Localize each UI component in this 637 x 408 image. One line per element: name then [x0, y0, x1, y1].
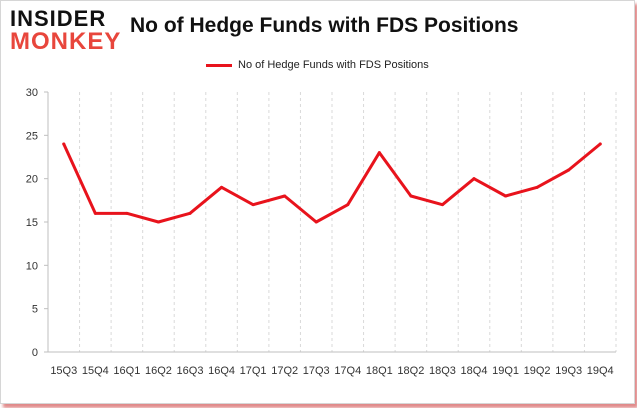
y-tick-label: 10 — [26, 260, 38, 272]
data-point — [409, 194, 413, 198]
data-point — [62, 142, 66, 146]
data-point — [156, 220, 160, 224]
x-tick-label: 17Q4 — [334, 365, 361, 377]
x-tick-label: 19Q1 — [492, 365, 519, 377]
data-point — [535, 185, 539, 189]
legend-swatch — [206, 63, 232, 67]
x-tick-label: 18Q2 — [397, 365, 424, 377]
insider-monkey-logo: INSIDER MONKEY — [10, 6, 122, 56]
x-tick-label: 15Q3 — [50, 365, 77, 377]
data-point — [125, 211, 129, 215]
x-tick-label: 19Q3 — [555, 365, 582, 377]
data-point — [346, 203, 350, 207]
chart-title: No of Hedge Funds with FDS Positions — [130, 14, 519, 37]
data-point — [440, 203, 444, 207]
data-point — [283, 194, 287, 198]
x-tick-label: 15Q4 — [82, 365, 109, 377]
x-tick-label: 18Q4 — [461, 365, 488, 377]
y-tick-label: 25 — [26, 130, 38, 142]
x-tick-label: 16Q1 — [113, 365, 140, 377]
data-point — [251, 203, 255, 207]
y-tick-label: 15 — [26, 217, 38, 229]
x-tick-label: 19Q2 — [524, 365, 551, 377]
data-point — [314, 220, 318, 224]
x-tick-label: 16Q2 — [145, 365, 172, 377]
x-tick-label: 18Q3 — [429, 365, 456, 377]
logo-text-monkey: MONKEY — [10, 28, 122, 55]
y-tick-label: 5 — [32, 304, 38, 316]
y-tick-label: 20 — [26, 174, 38, 186]
x-tick-label: 16Q3 — [177, 365, 204, 377]
data-point — [93, 211, 97, 215]
y-tick-label: 0 — [32, 347, 38, 359]
x-tick-label: 16Q4 — [208, 365, 235, 377]
data-point — [504, 194, 508, 198]
x-tick-label: 18Q1 — [366, 365, 393, 377]
x-tick-label: 17Q3 — [303, 365, 330, 377]
series-line — [62, 142, 602, 224]
x-tick-label: 19Q4 — [587, 365, 614, 377]
data-point — [188, 211, 192, 215]
data-point — [377, 151, 381, 155]
x-tick-label: 17Q2 — [271, 365, 298, 377]
data-point — [220, 185, 224, 189]
legend-label: No of Hedge Funds with FDS Positions — [238, 59, 429, 71]
x-tick-label: 17Q1 — [240, 365, 267, 377]
data-point — [598, 142, 602, 146]
data-point — [567, 168, 571, 172]
chart-legend: No of Hedge Funds with FDS Positions — [206, 57, 429, 73]
data-point — [472, 177, 476, 181]
logo-text-insider: INSIDER — [10, 6, 107, 31]
y-tick-label: 30 — [26, 87, 38, 99]
